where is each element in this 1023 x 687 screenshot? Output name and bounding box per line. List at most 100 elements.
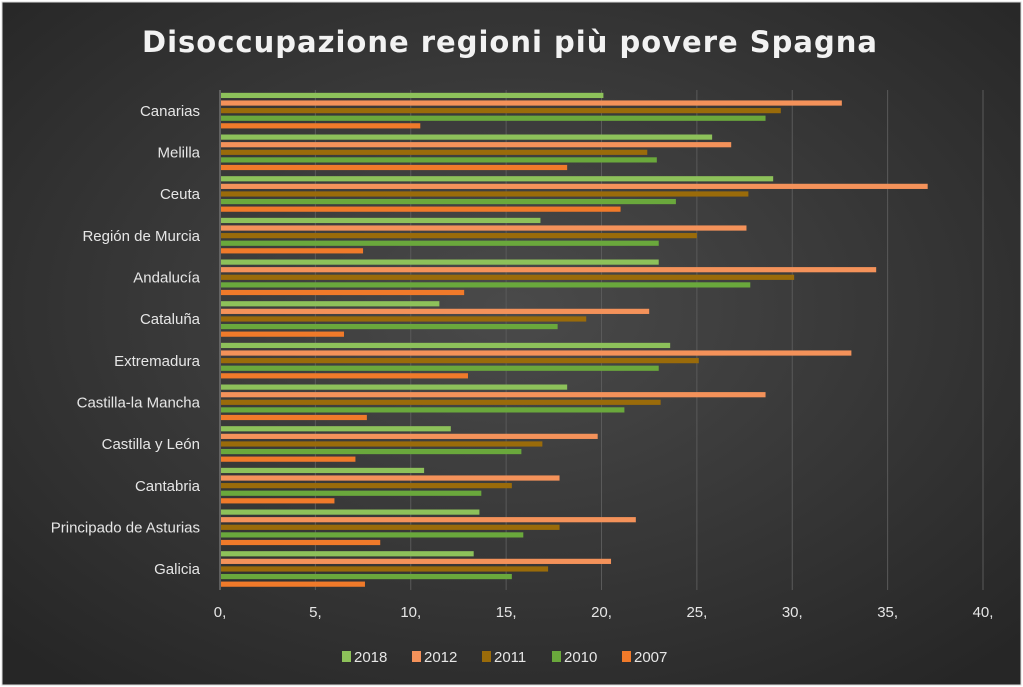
- bar-2007: [221, 498, 335, 504]
- bar-2012: [221, 392, 766, 398]
- legend-label: 2012: [424, 649, 457, 666]
- bar-2010: [221, 448, 522, 455]
- bar-2011: [221, 524, 560, 530]
- bar-2007: [221, 289, 465, 296]
- category-label: Galicia: [154, 561, 201, 578]
- bar-2012: [221, 350, 852, 356]
- category-label: Castilla y León: [102, 436, 200, 453]
- bar-2011: [221, 233, 697, 239]
- bar-2018: [221, 259, 659, 265]
- bar-2010: [221, 407, 625, 413]
- bar-2011: [221, 316, 587, 322]
- bar-2012: [221, 308, 650, 314]
- bar-2012: [221, 475, 560, 481]
- legend-label: 2011: [494, 649, 526, 666]
- bar-2018: [221, 176, 774, 182]
- legend-item-2007: 2007: [622, 649, 667, 666]
- bar-2018: [221, 217, 541, 224]
- bar-2018: [221, 551, 474, 557]
- bar-2007: [221, 373, 468, 379]
- category-label: Melilla: [157, 145, 200, 162]
- bar-2010: [221, 157, 657, 163]
- legend-item-2011: 2011: [482, 649, 526, 666]
- legend-swatch: [412, 651, 421, 662]
- x-tick-labels: 0, 5, 10, 15, 20, 25, 30, 35, 40,: [214, 604, 994, 621]
- bar-2018: [221, 384, 568, 390]
- legend-item-2012: 2012: [412, 649, 457, 666]
- category-label: Principado de Asturias: [51, 520, 200, 537]
- legend: 2018 2012 2011 2010 2007: [342, 649, 667, 666]
- category-labels: Canarias Melilla Ceuta Región de Murcia Anda…: [51, 103, 201, 578]
- bar-2018: [221, 426, 451, 432]
- bar-2018: [221, 301, 440, 307]
- bar-2011: [221, 441, 543, 447]
- bar-2007: [221, 164, 568, 171]
- bar-2007: [221, 414, 367, 421]
- bar-2018: [221, 92, 604, 99]
- bar-2007: [221, 123, 421, 129]
- bar-2007: [221, 248, 364, 254]
- bar-2011: [221, 149, 648, 155]
- chart-title: Disoccupazione regioni più povere Spagna: [142, 25, 878, 59]
- category-label: Andalucía: [133, 270, 200, 287]
- bars: [221, 92, 928, 587]
- bar-2011: [221, 191, 749, 197]
- bar-2011: [221, 566, 549, 572]
- legend-item-2018: 2018: [342, 649, 387, 666]
- category-label: Región de Murcia: [82, 228, 200, 245]
- x-tick-label: 35,: [877, 604, 898, 621]
- x-tick-label: 40,: [973, 604, 994, 621]
- legend-swatch: [622, 651, 631, 662]
- legend-swatch: [552, 651, 561, 662]
- bar-2010: [221, 115, 766, 121]
- x-tick-label: 15,: [496, 604, 517, 621]
- legend-label: 2010: [564, 649, 597, 666]
- bar-2011: [221, 399, 661, 405]
- category-label: Ceuta: [160, 186, 201, 203]
- bar-2018: [221, 134, 713, 140]
- bar-2012: [221, 142, 732, 148]
- bar-2018: [221, 467, 425, 474]
- bar-2012: [221, 100, 842, 106]
- bar-2010: [221, 573, 512, 580]
- bar-2018: [221, 509, 480, 515]
- category-label: Cantabria: [135, 478, 201, 495]
- bar-2010: [221, 323, 558, 330]
- bar-2007: [221, 331, 344, 337]
- category-label: Extremadura: [114, 353, 201, 370]
- x-tick-label: 30,: [782, 604, 803, 621]
- legend-label: 2007: [634, 649, 667, 666]
- bar-2007: [221, 581, 365, 587]
- bar-2011: [221, 274, 795, 280]
- gridlines: [219, 90, 984, 590]
- bar-2012: [221, 517, 636, 523]
- bar-2011: [221, 108, 781, 114]
- legend-swatch: [482, 651, 491, 662]
- x-tick-label: 10,: [400, 604, 421, 621]
- bar-2018: [221, 342, 671, 349]
- category-label: Castilla-la Mancha: [77, 395, 201, 412]
- bar-2007: [221, 206, 621, 212]
- bar-2011: [221, 483, 512, 489]
- bar-2012: [221, 433, 598, 439]
- bar-2012: [221, 558, 612, 564]
- legend-item-2010: 2010: [552, 649, 597, 666]
- bar-2012: [221, 183, 928, 189]
- bar-2010: [221, 532, 524, 538]
- bar-2010: [221, 490, 482, 496]
- bar-2010: [221, 198, 676, 205]
- x-tick-label: 0,: [214, 604, 227, 621]
- category-label: Canarias: [140, 103, 200, 120]
- category-label: Cataluña: [140, 311, 201, 328]
- x-tick-label: 20,: [591, 604, 612, 621]
- bar-2010: [221, 282, 751, 288]
- bar-2012: [221, 225, 747, 231]
- legend-swatch: [342, 651, 351, 662]
- legend-label: 2018: [354, 649, 387, 666]
- x-tick-label: 25,: [686, 604, 707, 621]
- bar-2011: [221, 358, 699, 364]
- x-tick-label: 5,: [309, 604, 322, 621]
- bar-2007: [221, 456, 356, 462]
